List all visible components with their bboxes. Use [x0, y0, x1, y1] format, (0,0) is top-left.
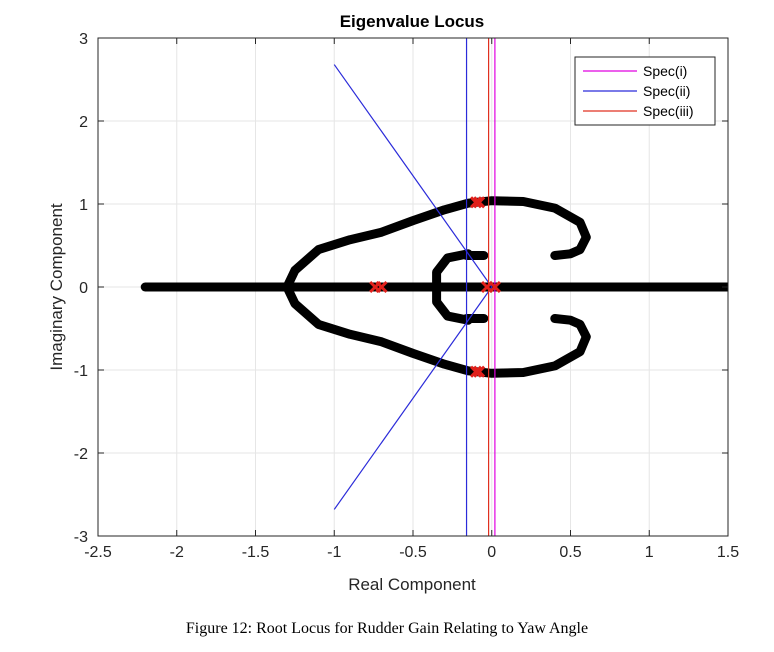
legend-label: Spec(i) [643, 63, 687, 79]
eigenvalue-locus-chart: -2.5 -2 -1.5 -1 -0.5 0 0.5 1 1.5 -3 -2 -1 0 1 2 3 Eigen… [47, 12, 739, 594]
axes: -2.5 -2 -1.5 -1 -0.5 0 0.5 1 1.5 -3 -2 -1 0 1 2 3 [74, 31, 739, 561]
x-tick-label: -1 [327, 544, 341, 561]
legend: Spec(i) Spec(ii) Spec(iii) [574, 56, 716, 126]
locus-branch [432, 249, 473, 325]
y-tick-label: -2 [74, 446, 88, 463]
chart-title: Eigenvalue Locus [340, 12, 485, 31]
y-axis-label: Imaginary Component [47, 203, 66, 371]
figure-caption: Figure 12: Root Locus for Rudder Gain Re… [185, 620, 589, 637]
x-tick-label: -2 [170, 544, 184, 561]
start-marker [473, 365, 486, 378]
x-tick-label: 0.5 [559, 544, 581, 561]
start-marker [369, 280, 382, 294]
x-tick-label: -2.5 [84, 544, 112, 561]
start-marker [469, 365, 483, 378]
y-tick-label: 1 [79, 197, 88, 214]
x-tick-label: -0.5 [399, 544, 427, 561]
figure: -2.5 -2 -1.5 -1 -0.5 0 0.5 1 1.5 -3 -2 -1 0 1 2 3 Eigen… [47, 12, 739, 594]
x-axis-label: Real Component [348, 575, 476, 594]
y-tick-label: 0 [79, 280, 88, 297]
plot-content [140, 38, 728, 536]
y-tick-label: -1 [74, 363, 88, 380]
x-tick-label: 0 [487, 544, 496, 561]
start-marker [488, 280, 501, 294]
y-tick-label: -3 [74, 529, 88, 546]
y-tick-label: 3 [79, 31, 88, 48]
start-marker [473, 196, 486, 209]
x-tick-label: 1.5 [717, 544, 739, 561]
start-marker [469, 196, 483, 209]
x-tick-label: 1 [645, 544, 654, 561]
legend-label: Spec(ii) [643, 83, 690, 99]
series-line [333, 64, 493, 288]
legend-label: Spec(iii) [643, 103, 694, 119]
series-line [333, 286, 493, 510]
plot-area [140, 38, 728, 536]
y-tick-label: 2 [79, 114, 88, 131]
x-tick-label: -1.5 [242, 544, 270, 561]
